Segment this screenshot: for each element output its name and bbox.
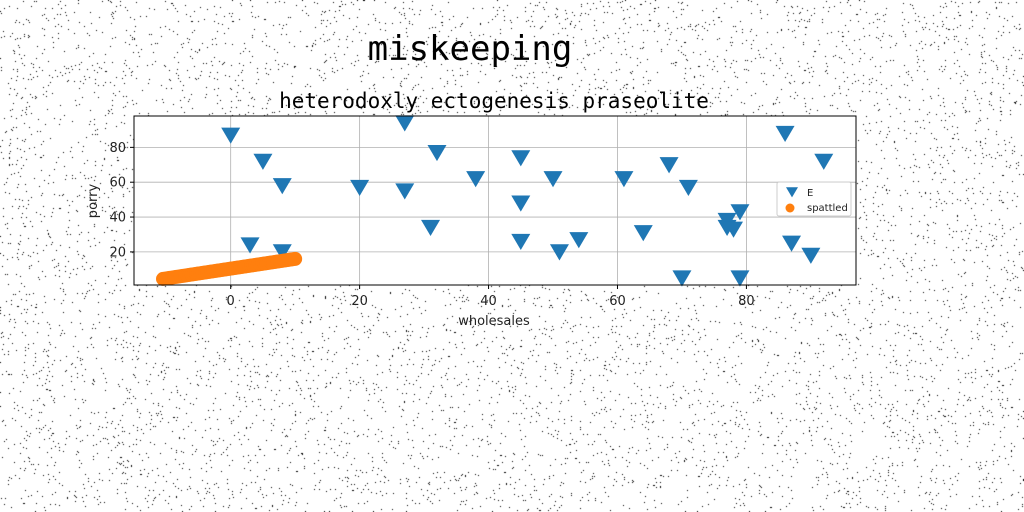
marker-e — [672, 270, 692, 287]
legend-label-spattled: spattled — [807, 203, 848, 214]
marker-e — [221, 127, 241, 144]
marker-e — [427, 144, 447, 162]
marker-e — [272, 244, 292, 261]
y-axis-label: porry — [86, 184, 101, 219]
y-tick-label: 60 — [109, 176, 126, 191]
marker-e — [775, 125, 795, 142]
marker-spattled — [288, 251, 303, 266]
marker-e — [678, 179, 698, 196]
marker-e — [511, 150, 531, 167]
marker-e — [395, 183, 415, 200]
x-tick-label: 0 — [227, 294, 235, 309]
marker-e — [614, 171, 634, 188]
marker-e — [569, 232, 589, 249]
x-tick-label: 60 — [609, 294, 626, 309]
marker-e — [801, 247, 821, 264]
marker-e — [659, 157, 679, 174]
marker-e — [350, 179, 370, 196]
x-tick-label: 20 — [351, 294, 368, 309]
marker-e — [511, 233, 531, 250]
marker-e — [814, 153, 834, 170]
plot-frame — [133, 115, 857, 286]
legend-marker-spattled — [785, 203, 795, 213]
marker-e — [240, 237, 260, 254]
legend: E spattled — [776, 181, 852, 217]
chart-title: heterodoxly ectogenesis praseolite — [279, 89, 709, 113]
marker-e — [730, 270, 750, 287]
legend-marker-e — [786, 187, 798, 198]
axis-ticks: 0 20 40 60 80 20 40 60 80 — [109, 141, 754, 309]
marker-e — [466, 171, 486, 188]
x-axis-label: wholesales — [458, 314, 530, 329]
marker-e — [633, 225, 653, 242]
legend-label-e: E — [807, 188, 813, 199]
y-tick-label: 40 — [109, 211, 126, 226]
plot-background — [134, 116, 856, 285]
chart-suptitle: miskeeping — [368, 29, 573, 69]
marker-e — [724, 221, 744, 238]
y-tick-label: 20 — [109, 245, 126, 260]
x-tick-label: 40 — [480, 294, 497, 309]
marker-e — [272, 178, 292, 195]
series-layer — [156, 115, 834, 287]
marker-e — [549, 244, 569, 261]
x-tick-label: 80 — [738, 294, 755, 309]
marker-e — [543, 171, 563, 188]
marker-e — [395, 115, 415, 132]
y-tick-label: 80 — [109, 141, 126, 156]
marker-e — [511, 195, 531, 212]
marker-e — [782, 235, 802, 252]
marker-e — [253, 153, 273, 170]
grid-lines — [134, 116, 856, 285]
marker-e — [421, 219, 441, 237]
marker-e — [730, 204, 750, 221]
